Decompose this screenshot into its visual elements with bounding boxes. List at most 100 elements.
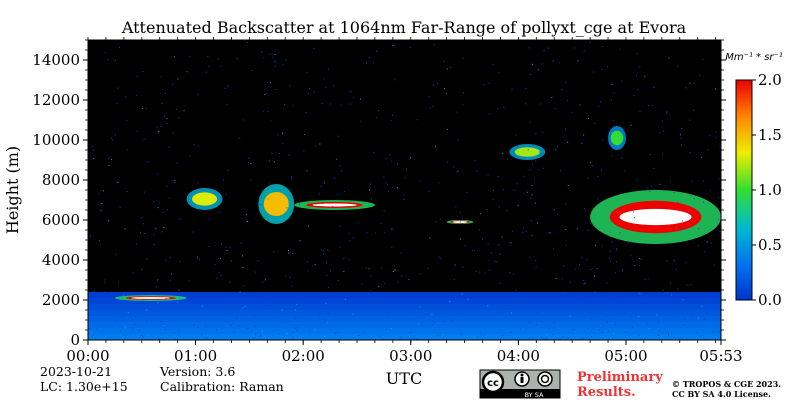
speckle-dot xyxy=(519,328,521,330)
speckle-dot xyxy=(343,258,345,260)
speckle-dot xyxy=(615,272,617,274)
speckle-dot xyxy=(161,102,163,104)
speckle-dot xyxy=(260,203,262,205)
speckle-dot xyxy=(480,330,482,332)
speckle-dot xyxy=(278,153,280,155)
speckle-dot xyxy=(386,184,388,186)
speckle-dot xyxy=(526,191,528,193)
speckle-dot xyxy=(96,327,98,329)
speckle-dot xyxy=(319,193,321,195)
feature-cloud-0100 xyxy=(192,192,218,206)
speckle-dot xyxy=(450,67,452,69)
speckle-dot xyxy=(178,117,180,119)
speckle-dot xyxy=(433,44,435,46)
x-tick-label-1: 01:00 xyxy=(174,347,217,365)
speckle-dot xyxy=(100,297,102,299)
speckle-dot xyxy=(269,53,271,55)
speckle-dot xyxy=(360,120,362,122)
speckle-dot xyxy=(396,163,398,165)
speckle-dot xyxy=(610,99,612,101)
speckle-dot xyxy=(294,317,296,319)
speckle-dot xyxy=(124,327,126,329)
feature-boundary-layer-band-7 xyxy=(88,334,721,340)
speckle-dot xyxy=(435,145,437,147)
speckle-dot xyxy=(653,189,655,191)
speckle-dot xyxy=(638,334,640,336)
speckle-dot xyxy=(601,245,603,247)
speckle-dot xyxy=(649,154,651,156)
date-label: 2023-10-21 xyxy=(40,364,112,379)
speckle-dot xyxy=(186,71,188,73)
speckle-dot xyxy=(278,333,280,335)
speckle-dot xyxy=(498,72,500,74)
speckle-dot xyxy=(192,231,194,233)
speckle-dot xyxy=(597,268,599,270)
speckle-dot xyxy=(247,328,249,330)
speckle-dot xyxy=(647,187,649,189)
speckle-dot xyxy=(216,277,218,279)
speckle-dot xyxy=(659,132,661,134)
speckle-dot xyxy=(591,165,593,167)
speckle-dot xyxy=(199,306,201,308)
speckle-dot xyxy=(497,108,499,110)
speckle-dot xyxy=(641,259,643,261)
feature-low-cloud-core xyxy=(131,297,171,299)
speckle-dot xyxy=(514,189,516,191)
speckle-dot xyxy=(300,338,302,340)
speckle-dot xyxy=(177,78,179,80)
speckle-dot xyxy=(417,323,419,325)
calibration-label: Calibration: Raman xyxy=(160,379,284,394)
speckle-dot xyxy=(248,157,250,159)
speckle-dot xyxy=(321,103,323,105)
speckle-dot xyxy=(682,299,684,301)
speckle-dot xyxy=(322,250,324,252)
speckle-dot xyxy=(594,275,596,277)
speckle-dot xyxy=(673,337,675,339)
speckle-dot xyxy=(510,331,512,333)
speckle-dot xyxy=(562,336,564,338)
speckle-dot xyxy=(644,75,646,77)
speckle-dot xyxy=(472,249,474,251)
speckle-dot xyxy=(197,145,199,147)
speckle-dot xyxy=(692,109,694,111)
speckle-dot xyxy=(219,258,221,260)
speckle-dot xyxy=(692,316,694,318)
speckle-dot xyxy=(632,326,634,328)
speckle-dot xyxy=(198,258,200,260)
speckle-dot xyxy=(156,126,158,128)
speckle-dot xyxy=(188,280,190,282)
speckle-dot xyxy=(90,332,92,334)
speckle-dot xyxy=(335,298,337,300)
speckle-dot xyxy=(410,46,412,48)
speckle-dot xyxy=(174,181,176,183)
speckle-dot xyxy=(227,85,229,87)
speckle-dot xyxy=(254,325,256,327)
speckle-dot xyxy=(542,167,544,169)
speckle-dot xyxy=(90,236,92,238)
speckle-dot xyxy=(530,220,532,222)
colorbar-ticks: 0.0 0.5 1.0 1.5 2.0 xyxy=(752,71,782,309)
speckle-dot xyxy=(323,253,325,255)
speckle-dot xyxy=(292,253,294,255)
speckle-dot xyxy=(240,242,242,244)
speckle-dot xyxy=(229,281,231,283)
speckle-dot xyxy=(257,260,259,262)
speckle-dot xyxy=(138,329,140,331)
speckle-dot xyxy=(126,149,128,151)
speckle-dot xyxy=(340,170,342,172)
speckle-dot xyxy=(394,269,396,271)
speckle-dot xyxy=(158,130,160,132)
speckle-dot xyxy=(208,246,210,248)
speckle-dot xyxy=(304,134,306,136)
speckle-dot xyxy=(658,330,660,332)
speckle-dot xyxy=(583,208,585,210)
speckle-dot xyxy=(467,305,469,307)
speckle-dot xyxy=(663,130,665,132)
speckle-dot xyxy=(529,146,531,148)
speckle-dot xyxy=(449,300,451,302)
speckle-dot xyxy=(546,334,548,336)
speckle-dot xyxy=(286,333,288,335)
speckle-dot xyxy=(621,269,623,271)
speckle-dot xyxy=(208,218,210,220)
speckle-dot xyxy=(535,160,537,162)
